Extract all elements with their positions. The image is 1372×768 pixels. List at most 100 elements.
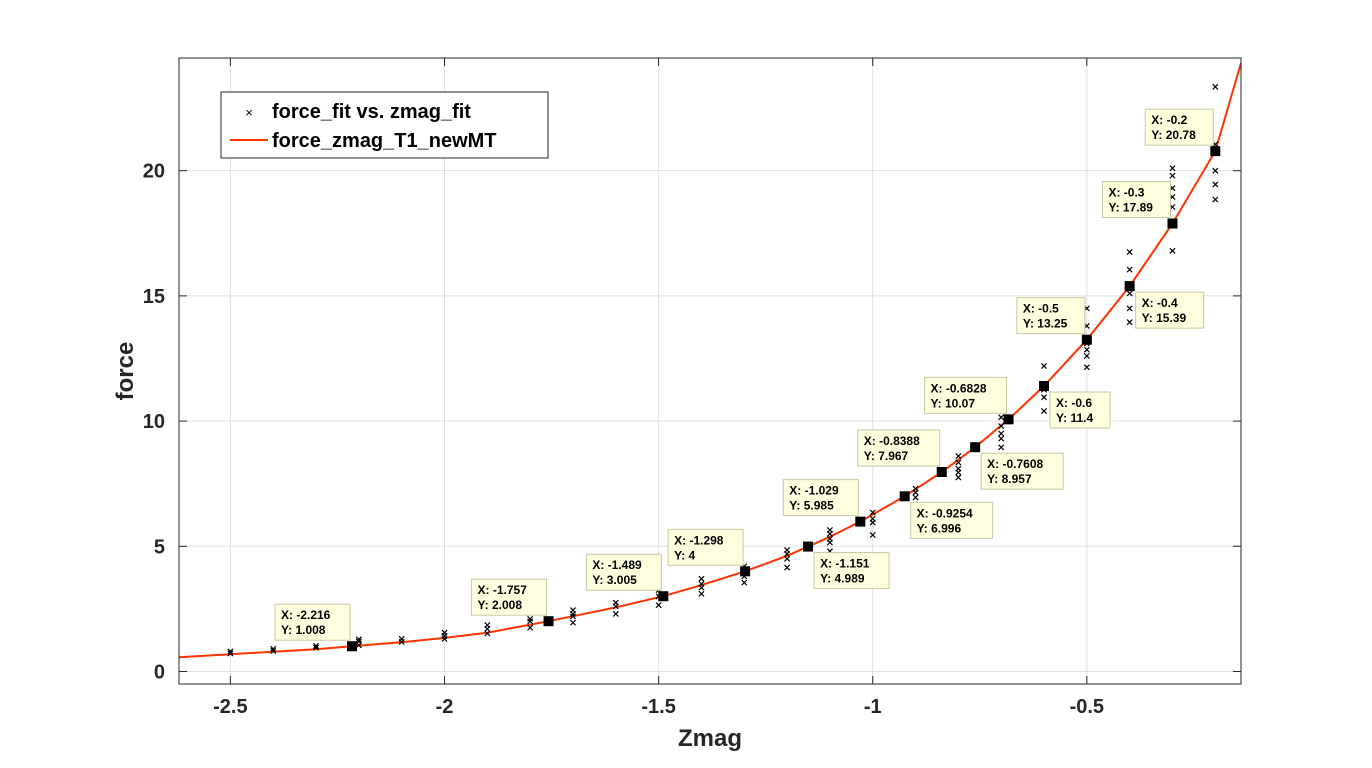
scatter-point [1083, 352, 1090, 360]
datatip-x-label: X: -0.7608 [987, 457, 1043, 471]
datatip-marker [1039, 381, 1050, 392]
datatip-x-label: X: -1.151 [820, 557, 870, 571]
scatter-point [484, 622, 491, 629]
scatter-point [313, 642, 320, 649]
scatter-point [1212, 83, 1219, 90]
scatter-point [527, 618, 534, 625]
scatter-point [998, 435, 1005, 442]
datatip-x-label: X: -0.2 [1151, 113, 1187, 127]
datatip-box [924, 376, 1008, 414]
datatip-box [1135, 291, 1205, 329]
datatip-y-label: Y: 15.39 [1142, 311, 1187, 325]
datatip-marker [1003, 414, 1014, 425]
datatip-box [585, 553, 662, 591]
datatip-y-label: Y: 13.25 [1023, 317, 1068, 331]
plot-area-frame [178, 57, 1242, 685]
scatter-point [869, 531, 876, 539]
scatter-point [1126, 266, 1133, 273]
datatip-x-label: X: -0.6 [1056, 396, 1092, 410]
scatter-point [955, 453, 962, 460]
scatter-point [569, 607, 576, 614]
datatip-box [1144, 108, 1214, 146]
scatter-point [998, 444, 1005, 451]
scatter-point [655, 602, 662, 609]
scatter-point [998, 430, 1005, 437]
scatter-point [398, 635, 405, 642]
datatip-marker [803, 541, 814, 552]
datatip-box [274, 603, 351, 641]
scatter-point [955, 459, 962, 466]
datatip-marker [899, 491, 910, 502]
datatip-marker [855, 516, 866, 527]
scatter-point [998, 414, 1005, 421]
datatip-x-label: X: -1.489 [592, 558, 642, 572]
scatter-point [698, 580, 705, 587]
scatter-point [1040, 362, 1048, 370]
datatip-box [980, 452, 1064, 490]
scatter-point [741, 579, 748, 586]
scatter-point [1083, 346, 1090, 353]
datatip-x-label: X: -1.029 [789, 484, 839, 498]
scatter-point [355, 638, 362, 645]
datatip-x-label: X: -0.4 [1142, 296, 1178, 310]
datatip-box [1016, 297, 1086, 335]
datatip-box [471, 578, 548, 616]
x-tick-label: -2 [436, 696, 454, 718]
datatip-marker [740, 566, 751, 577]
datatip-box [857, 429, 941, 467]
x-tick-label: -1.5 [641, 696, 675, 718]
fit-curve [178, 62, 1242, 659]
datatip-marker [658, 591, 669, 602]
datatip-y-label: Y: 8.957 [987, 472, 1032, 486]
scatter-point [1212, 196, 1219, 203]
legend-marker-x-icon: × [245, 105, 253, 120]
scatter-point [484, 630, 491, 637]
scatter-point [998, 423, 1005, 430]
legend-box [220, 91, 549, 159]
y-axis-title: force [112, 342, 139, 401]
datatip-box [813, 552, 890, 590]
y-tick-label: 20 [143, 161, 165, 183]
scatter-point [826, 535, 833, 542]
datatip-box [1101, 181, 1171, 219]
datatip-marker [1210, 146, 1221, 157]
scatter-point [612, 610, 619, 617]
datatip-y-label: Y: 20.78 [1151, 128, 1196, 142]
scatter-point [869, 515, 876, 522]
y-tick-label: 0 [154, 661, 165, 683]
datatip-x-label: X: -0.3 [1108, 186, 1144, 200]
y-tick-label: 5 [154, 536, 165, 558]
scatter-point [869, 509, 876, 516]
datatip-y-label: Y: 3.005 [592, 573, 637, 587]
fit-line-series [178, 62, 1242, 659]
datatip-marker [936, 466, 947, 477]
scatter-point [1126, 249, 1133, 256]
scatter-point [612, 599, 619, 606]
scatter-point [1169, 247, 1176, 254]
datatip-marker [347, 641, 358, 652]
datatip-x-label: X: -1.298 [674, 533, 724, 547]
scatter-point [698, 590, 705, 597]
datatip-marker [970, 442, 981, 453]
legend-label-fit: force_zmag_T1_newMT [272, 130, 497, 152]
y-tick-label: 15 [143, 286, 165, 308]
scatter-point [1040, 408, 1048, 415]
scatter-point [1126, 290, 1133, 297]
scatter-point [270, 645, 277, 652]
grid [179, 58, 1241, 684]
scatter-point [1040, 394, 1048, 401]
x-tick-label: -1 [864, 696, 882, 718]
scatter-point [784, 564, 791, 571]
scatter-point [826, 526, 833, 534]
x-axis-title: Zmag [678, 725, 742, 752]
axis-ticks: -2.5 -2 -1.5 -1 -0.5 0 5 10 15 20 [143, 58, 1241, 718]
scatter-point [227, 650, 234, 657]
scatter-point [955, 474, 962, 481]
datatip-marker [1167, 218, 1178, 229]
scatter-point [1212, 167, 1219, 174]
plot-area-background [179, 58, 1241, 684]
datatip-y-label: Y: 4 [674, 548, 695, 562]
legend: × force_fit vs. zmag_fit force_zmag_T1_n… [220, 91, 549, 159]
